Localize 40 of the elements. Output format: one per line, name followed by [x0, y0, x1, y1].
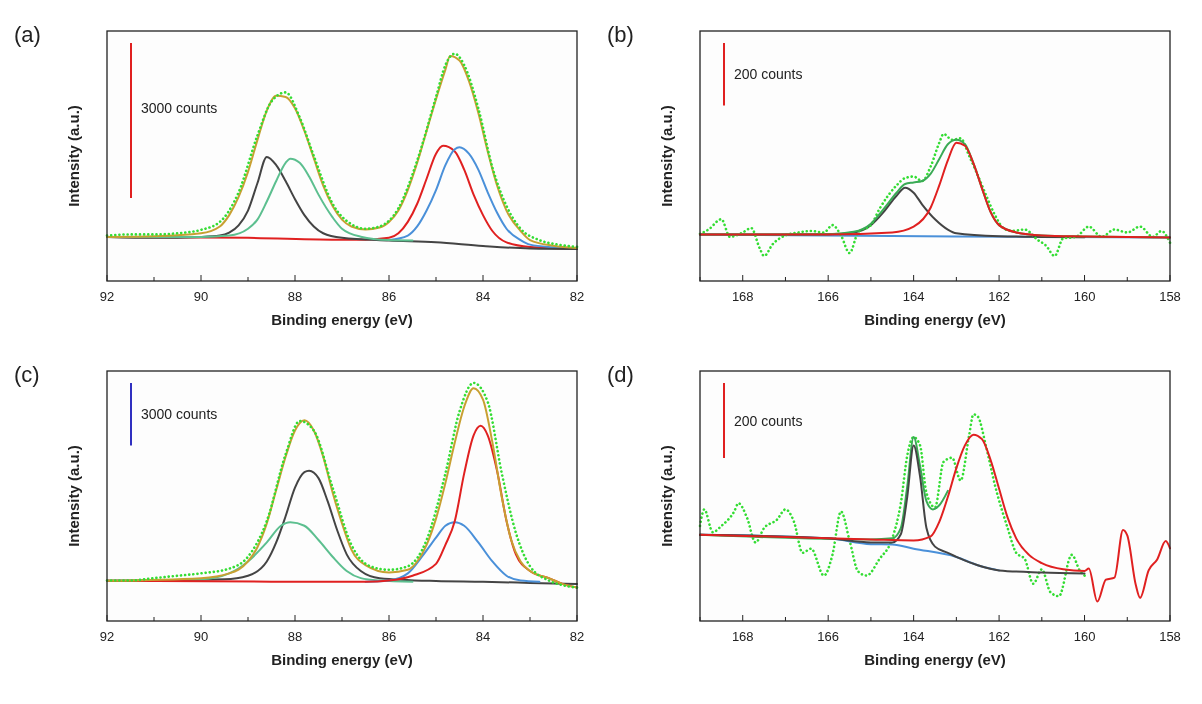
x-tick-label: 88 — [287, 289, 303, 304]
x-axis-title: Binding energy (eV) — [864, 651, 1006, 668]
x-tick-label: 168 — [731, 289, 754, 304]
x-tick-label: 164 — [902, 289, 925, 304]
x-tick-label: 84 — [475, 289, 491, 304]
x-tick-label: 162 — [988, 629, 1010, 644]
chart-title: (a) — [14, 22, 41, 47]
x-tick-label: 88 — [287, 629, 303, 644]
chart-title: (c) — [14, 362, 40, 387]
x-tick-label: 86 — [381, 629, 397, 644]
x-tick-label: 92 — [99, 289, 115, 304]
y-axis-title: Intensity (a.u.) — [65, 445, 82, 547]
y-axis-title: Intensity (a.u.) — [658, 105, 675, 207]
x-tick-label: 168 — [731, 629, 754, 644]
y-axis-title: Intensity (a.u.) — [65, 105, 82, 207]
x-axis-title: Binding energy (eV) — [271, 651, 413, 668]
x-tick-label: 158 — [1159, 629, 1181, 644]
x-tick-label: 166 — [817, 629, 840, 644]
annotation: 3000 counts — [141, 99, 218, 116]
chart-title: (b) — [607, 22, 634, 47]
x-tick-label: 86 — [381, 289, 397, 304]
x-tick-label: 82 — [569, 289, 585, 304]
x-axis-title: Binding energy (eV) — [864, 311, 1006, 328]
x-tick-label: 160 — [1073, 629, 1096, 644]
x-tick-label: 92 — [99, 629, 115, 644]
x-tick-label: 162 — [988, 289, 1010, 304]
x-tick-label: 90 — [193, 289, 209, 304]
annotation: 3000 counts — [141, 406, 218, 423]
x-tick-label: 166 — [817, 289, 840, 304]
y-axis-title: Intensity (a.u.) — [658, 445, 675, 547]
chart-title: (d) — [607, 362, 634, 387]
x-tick-label: 90 — [193, 629, 209, 644]
x-tick-label: 158 — [1159, 289, 1181, 304]
text: 200 counts — [734, 66, 803, 83]
x-tick-label: 84 — [475, 629, 491, 644]
x-axis-title: Binding energy (eV) — [271, 311, 413, 328]
x-tick-label: 164 — [902, 629, 925, 644]
x-tick-label: 82 — [569, 629, 585, 644]
x-tick-label: 160 — [1073, 289, 1096, 304]
annotation: 200 counts — [734, 412, 803, 429]
